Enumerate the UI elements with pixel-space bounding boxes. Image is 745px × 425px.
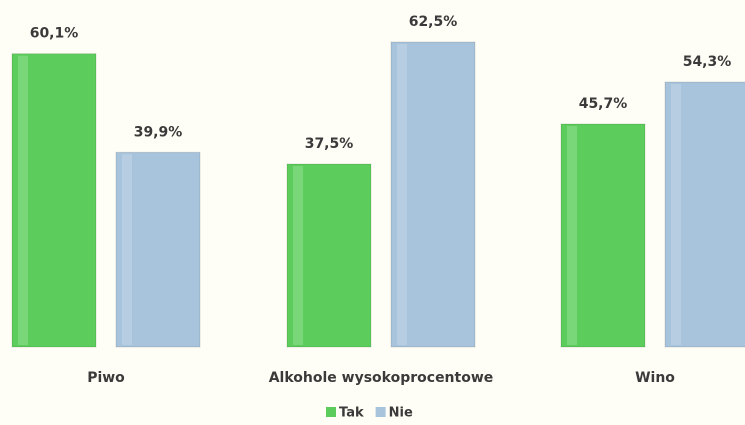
bar — [286, 163, 372, 348]
x-tick-label: Wino — [635, 370, 675, 386]
bar — [560, 123, 646, 348]
value-label: 45,7% — [579, 96, 628, 112]
value-label: 37,5% — [305, 136, 354, 152]
bar — [115, 151, 201, 348]
value-label: 62,5% — [409, 14, 458, 30]
bar-shine — [18, 55, 28, 345]
bar-shine — [397, 44, 407, 345]
legend-label: Nie — [389, 406, 413, 421]
value-label: 39,9% — [134, 124, 183, 140]
bar-shine — [122, 154, 132, 345]
x-tick-label: Piwo — [87, 370, 125, 386]
legend-swatch — [326, 407, 336, 417]
value-label: 60,1% — [30, 26, 79, 42]
bar — [390, 41, 476, 348]
bar-shine — [671, 84, 681, 346]
value-label: 54,3% — [683, 54, 732, 70]
x-tick-label: Alkohole wysokoprocentowe — [269, 370, 494, 386]
bar — [11, 53, 97, 348]
legend-label: Tak — [339, 406, 364, 421]
bar — [664, 81, 745, 348]
legend-swatch — [375, 407, 386, 417]
bar-shine — [293, 166, 303, 345]
bar-shine — [567, 125, 577, 345]
